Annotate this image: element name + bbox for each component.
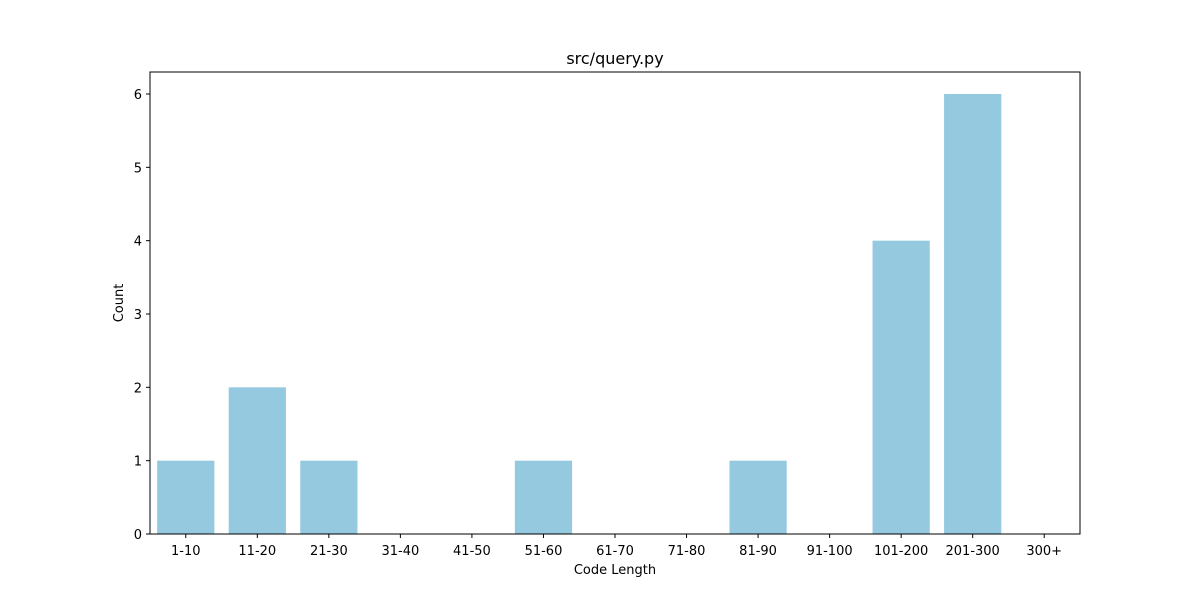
plot-frame [150, 72, 1080, 534]
x-tick-label: 31-40 [381, 544, 419, 559]
bar-1-10 [157, 461, 214, 534]
x-tick-label: 71-80 [668, 544, 706, 559]
x-tick-label: 11-20 [238, 544, 276, 559]
y-tick-label: 1 [134, 455, 142, 470]
bar-51-60 [515, 461, 572, 534]
y-tick-label: 2 [134, 381, 142, 396]
chart-title: src/query.py [566, 49, 663, 68]
x-tick-label: 91-100 [807, 544, 853, 559]
x-tick-label: 61-70 [596, 544, 634, 559]
x-tick-label: 51-60 [525, 544, 563, 559]
x-axis-ticks: 1-10 11-20 21-30 31-40 41-50 51-60 61-70 71-80 8… [171, 534, 1062, 559]
bar-101-200 [873, 241, 930, 534]
x-tick-label: 1-10 [171, 544, 201, 559]
y-axis-ticks: 0 1 2 3 4 5 6 [134, 88, 150, 543]
y-tick-label: 0 [134, 528, 142, 543]
y-tick-label: 3 [134, 308, 142, 323]
x-tick-label: 300+ [1026, 544, 1062, 559]
bar-21-30 [300, 461, 357, 534]
x-tick-label: 101-200 [874, 544, 928, 559]
x-axis-label: Code Length [574, 563, 656, 578]
y-tick-label: 6 [134, 88, 142, 103]
y-tick-label: 4 [134, 235, 142, 250]
x-tick-label: 201-300 [946, 544, 1000, 559]
y-axis-label: Count [112, 284, 127, 323]
x-tick-label: 81-90 [739, 544, 777, 559]
y-tick-label: 5 [134, 161, 142, 176]
bar-11-20 [229, 387, 286, 534]
bar-201-300 [944, 94, 1001, 534]
x-tick-label: 41-50 [453, 544, 491, 559]
x-tick-label: 21-30 [310, 544, 348, 559]
bars-group [157, 94, 1001, 534]
bar-81-90 [729, 461, 786, 534]
